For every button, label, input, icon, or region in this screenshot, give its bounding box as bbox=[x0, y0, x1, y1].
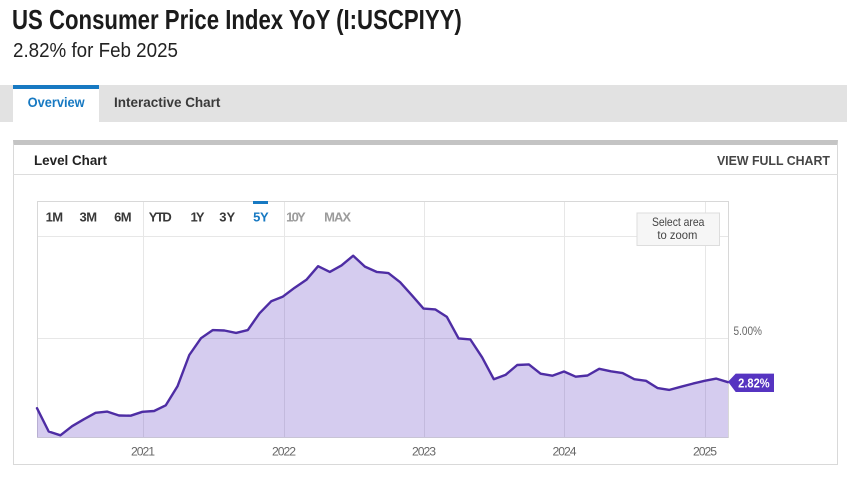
svg-text:10Y: 10Y bbox=[286, 210, 306, 225]
svg-text:2025: 2025 bbox=[693, 444, 717, 458]
svg-text:YTD: YTD bbox=[149, 210, 172, 225]
svg-text:to zoom: to zoom bbox=[657, 228, 697, 242]
svg-text:3Y: 3Y bbox=[219, 210, 235, 225]
svg-text:2022: 2022 bbox=[272, 444, 296, 458]
svg-text:MAX: MAX bbox=[324, 210, 351, 225]
svg-text:2023: 2023 bbox=[412, 444, 436, 458]
svg-text:1Y: 1Y bbox=[191, 210, 205, 225]
svg-text:6M: 6M bbox=[114, 210, 131, 225]
svg-text:5.00%: 5.00% bbox=[734, 324, 763, 338]
svg-text:2021: 2021 bbox=[131, 444, 155, 458]
svg-text:Select area: Select area bbox=[652, 215, 705, 229]
svg-text:3M: 3M bbox=[80, 210, 98, 225]
svg-text:5Y: 5Y bbox=[253, 210, 269, 225]
svg-text:1M: 1M bbox=[46, 210, 64, 225]
svg-text:2.82%: 2.82% bbox=[738, 376, 770, 390]
svg-text:2024: 2024 bbox=[553, 444, 577, 458]
